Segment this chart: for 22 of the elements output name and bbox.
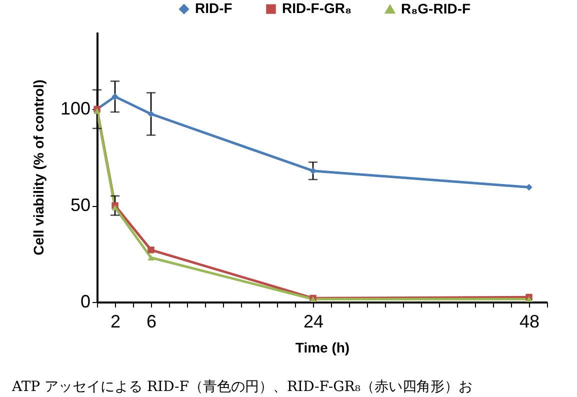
x-axis-title: Time (h) (295, 340, 350, 356)
point (112, 204, 118, 210)
y-axis-title: Cell viability (% of control) (30, 80, 46, 256)
text: ATP アッセイによる RID-F（青色の円）、RID-F-GR₈（赤い四角形）お (11, 379, 472, 395)
y-tick-label: 0 (80, 292, 90, 312)
point (526, 296, 532, 302)
legend-label: RID-F (195, 0, 233, 16)
y-tick-label: 50 (70, 195, 90, 216)
point (310, 168, 316, 174)
x-tick-label: 48 (519, 312, 540, 332)
x-tick-label: 6 (146, 312, 157, 332)
point (94, 108, 100, 114)
y-tick-label: 100 (60, 98, 90, 119)
point (112, 93, 118, 100)
x-tick-label: 24 (303, 312, 324, 332)
legend-label: RID-F-GR₈ (282, 0, 352, 16)
point (148, 110, 154, 118)
point (526, 184, 532, 191)
legend-label: R₈G-RID-F (401, 0, 471, 16)
x-tick-label: 2 (110, 312, 121, 332)
point (148, 254, 154, 261)
point (148, 246, 154, 254)
